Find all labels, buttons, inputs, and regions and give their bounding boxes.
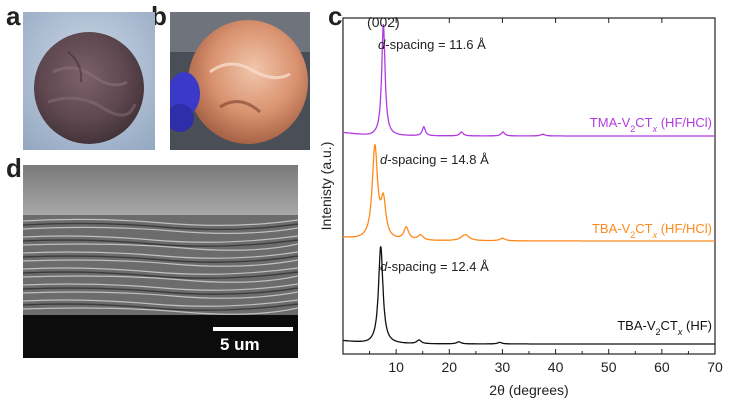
series-line-0 xyxy=(343,23,715,137)
scale-bar-label: 5 um xyxy=(220,335,260,354)
x-tick-label: 40 xyxy=(548,359,564,375)
photo-b-image xyxy=(170,12,310,150)
x-tick-label: 20 xyxy=(441,359,457,375)
series-line-2 xyxy=(342,246,715,345)
photo-a-image xyxy=(23,12,155,150)
scale-bar xyxy=(213,327,293,331)
x-tick-label: 50 xyxy=(601,359,617,375)
dspacing-label-1: d-spacing = 14.8 Å xyxy=(380,152,489,167)
x-tick-label: 70 xyxy=(707,359,723,375)
x-tick-label: 30 xyxy=(495,359,511,375)
sem-image-d: 5 um xyxy=(23,165,298,358)
photo-b-film-disc xyxy=(170,12,310,150)
series-label-2: TBA-V2CTx (HF) xyxy=(617,318,712,337)
panel-label-c: c xyxy=(328,1,343,31)
photo-a-film-disc xyxy=(23,12,155,150)
series-line-1 xyxy=(343,144,715,242)
x-tick-label: 60 xyxy=(654,359,670,375)
panel-label-a: a xyxy=(6,1,21,31)
series-label-1: TBA-V2CTx (HF/HCl) xyxy=(592,221,712,240)
peak-annotation-002: (002) xyxy=(367,14,400,30)
panel-label-d: d xyxy=(6,153,22,183)
dspacing-label-2: d-spacing = 12.4 Å xyxy=(380,259,489,274)
x-axis-label: 2θ (degrees) xyxy=(489,382,568,398)
plot-area: 10 20 30 40 50 60 70 TMA-V2CTx (HF/HCl) d-spacin… xyxy=(342,17,723,375)
x-tick-label: 10 xyxy=(388,359,404,375)
dspacing-label-0: d-spacing = 11.6 Å xyxy=(378,37,486,52)
y-axis-label: Intenisty (a.u.) xyxy=(318,142,334,231)
plot-frame xyxy=(342,17,716,355)
series-label-0: TMA-V2CTx (HF/HCl) xyxy=(590,115,712,134)
sem-image xyxy=(23,165,298,358)
